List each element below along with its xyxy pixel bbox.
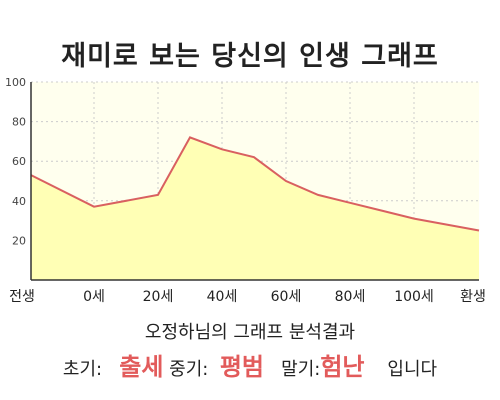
result-heading: 오정하님의 그래프 분석결과 xyxy=(144,322,356,343)
late-value: 험난 xyxy=(320,353,365,381)
x-tick-label: 전생 xyxy=(9,289,35,305)
y-tick-label: 60 xyxy=(12,155,26,168)
series-line xyxy=(30,136,480,232)
x-tick-label: 환생 xyxy=(460,289,486,305)
mid-value: 평범 xyxy=(219,353,264,381)
late-label: 말기: xyxy=(281,359,321,380)
x-tick-label: 0세 xyxy=(83,289,105,305)
y-tick-label: 80 xyxy=(12,116,26,129)
life-graph-chart: 20 40 60 80 100 전생 0세 20세 40세 60세 80세 100세 환생 xyxy=(5,76,486,305)
chart-title: 재미로 보는 당신의 인생 그래프 xyxy=(61,41,439,72)
x-tick-label: 40세 xyxy=(207,289,238,305)
y-axis-ticks: 20 40 60 80 100 xyxy=(5,76,26,247)
series-area xyxy=(31,137,479,280)
x-axis-ticks: 전생 0세 20세 40세 60세 80세 100세 환생 xyxy=(9,289,486,305)
mid-label: 중기: xyxy=(169,359,209,380)
result-ending: 입니다 xyxy=(387,359,438,380)
y-tick-label: 100 xyxy=(5,76,26,89)
x-tick-label: 60세 xyxy=(271,289,302,305)
x-tick-label: 20세 xyxy=(143,289,174,305)
y-tick-label: 40 xyxy=(12,195,26,208)
y-tick-label: 20 xyxy=(12,234,26,247)
early-value: 출세 xyxy=(119,353,164,381)
x-tick-label: 100세 xyxy=(394,289,434,305)
early-label: 초기: xyxy=(62,359,103,380)
x-tick-label: 80세 xyxy=(335,289,366,305)
result-line: 초기: 출세 중기: 평범 말기:험난 입니다 xyxy=(0,347,500,382)
